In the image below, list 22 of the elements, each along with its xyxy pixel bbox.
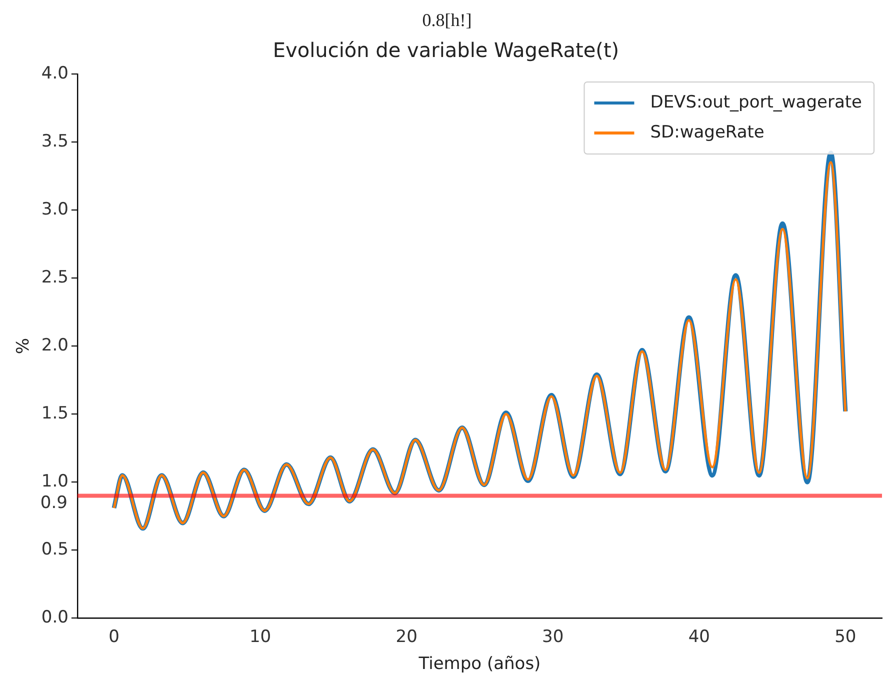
y-tick-label: 1.5 <box>41 404 68 424</box>
y-axis-title: % <box>14 338 34 354</box>
y-tick-label: 3.0 <box>41 199 68 220</box>
x-tick-label: 10 <box>249 626 272 647</box>
y-tick-label: 4.0 <box>41 63 68 84</box>
x-tick-label: 40 <box>688 626 710 647</box>
x-axis-title: Tiempo (años) <box>418 654 541 674</box>
legend-label: SD:wageRate <box>650 122 764 142</box>
x-tick-label: 50 <box>834 626 856 647</box>
y-tick-label: 1.0 <box>41 472 68 492</box>
y-tick-label: 0.5 <box>41 540 68 560</box>
x-tick-label: 20 <box>396 626 418 647</box>
x-tick-label: 0 <box>108 626 120 647</box>
y-tick-label: 2.5 <box>41 267 68 288</box>
ref-line-label: 0.9 <box>40 493 68 514</box>
y-tick-label: 0.0 <box>41 608 68 628</box>
y-tick-label: 2.0 <box>41 336 68 356</box>
text: 0.8[h!] <box>421 10 473 31</box>
y-tick-label: 3.5 <box>41 131 68 152</box>
x-tick-label: 30 <box>542 626 564 647</box>
chart-title: Evolución de variable WageRate(t) <box>272 38 620 62</box>
legend-label: DEVS:out_port_wagerate <box>650 92 862 112</box>
